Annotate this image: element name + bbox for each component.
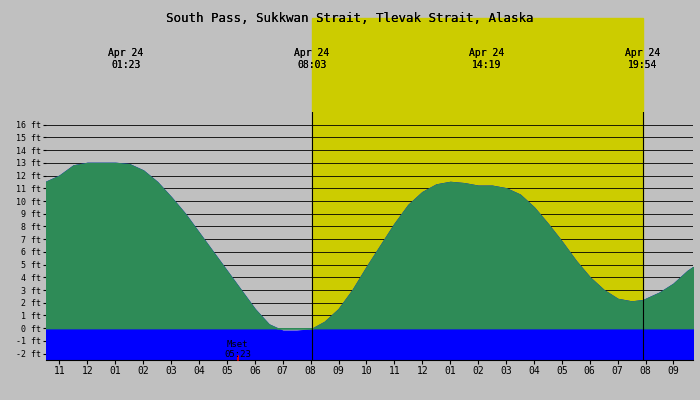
Text: South Pass, Sukkwan Strait, Tlevak Strait, Alaska: South Pass, Sukkwan Strait, Tlevak Strai… <box>167 12 533 25</box>
Text: Apr 24
01:23: Apr 24 01:23 <box>108 48 144 70</box>
Bar <box>312 112 643 360</box>
Text: Apr 24
08:03: Apr 24 08:03 <box>295 48 330 70</box>
Text: Mset
05:23: Mset 05:23 <box>224 340 251 359</box>
Text: Apr 24
19:54: Apr 24 19:54 <box>625 48 660 70</box>
Text: Apr 24
14:19: Apr 24 14:19 <box>469 48 505 70</box>
Text: Apr 24
01:23: Apr 24 01:23 <box>108 48 144 70</box>
Text: Apr 24
19:54: Apr 24 19:54 <box>625 48 660 70</box>
Text: Apr 24
08:03: Apr 24 08:03 <box>295 48 330 70</box>
Text: South Pass, Sukkwan Strait, Tlevak Strait, Alaska: South Pass, Sukkwan Strait, Tlevak Strai… <box>167 12 533 25</box>
Text: Apr 24
14:19: Apr 24 14:19 <box>469 48 505 70</box>
